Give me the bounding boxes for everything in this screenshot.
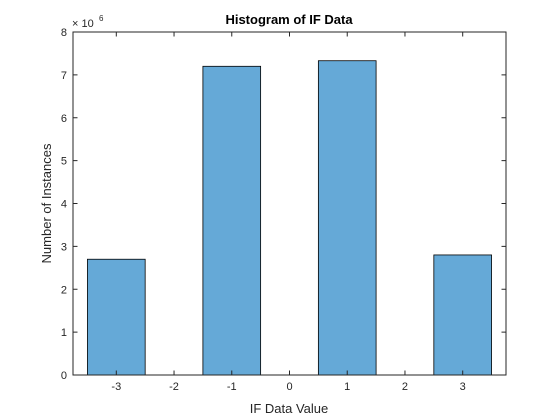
y-tick-label: 5 bbox=[61, 156, 67, 168]
x-tick-label: 1 bbox=[344, 381, 350, 393]
y-tick-label: 1 bbox=[61, 327, 67, 339]
y-multiplier: × 10 6 bbox=[72, 14, 104, 30]
bar--3 bbox=[87, 258, 146, 376]
bar-3 bbox=[433, 254, 492, 376]
y-tick-label: 7 bbox=[61, 70, 67, 82]
x-tick-label: 2 bbox=[402, 381, 408, 393]
bars bbox=[87, 60, 492, 376]
y-tick-label: 2 bbox=[61, 284, 67, 296]
y-tick-label: 3 bbox=[61, 241, 67, 253]
axes: -3 -2 -1 0 1 2 3 0 1 2 3 4 5 6 7 8 bbox=[61, 27, 507, 393]
y-axis-label: Number of Instances bbox=[39, 143, 54, 263]
bar-1 bbox=[317, 60, 377, 376]
y-tick-label: 6 bbox=[61, 113, 67, 125]
y-multiplier-base: × 10 bbox=[72, 18, 94, 30]
chart-title: Histogram of IF Data bbox=[225, 12, 353, 27]
y-tick-label: 0 bbox=[61, 370, 67, 382]
x-tick-label: -3 bbox=[111, 381, 121, 393]
bar--1 bbox=[202, 65, 262, 376]
y-tick-label: 8 bbox=[61, 27, 67, 39]
y-multiplier-exponent: 6 bbox=[99, 14, 104, 23]
x-tick-label: -2 bbox=[169, 381, 179, 393]
y-tick-label: 4 bbox=[61, 199, 67, 211]
x-tick-label: 3 bbox=[460, 381, 466, 393]
x-tick-label: 0 bbox=[286, 381, 292, 393]
x-tick-label: -1 bbox=[227, 381, 237, 393]
x-axis-label: IF Data Value bbox=[250, 401, 329, 416]
